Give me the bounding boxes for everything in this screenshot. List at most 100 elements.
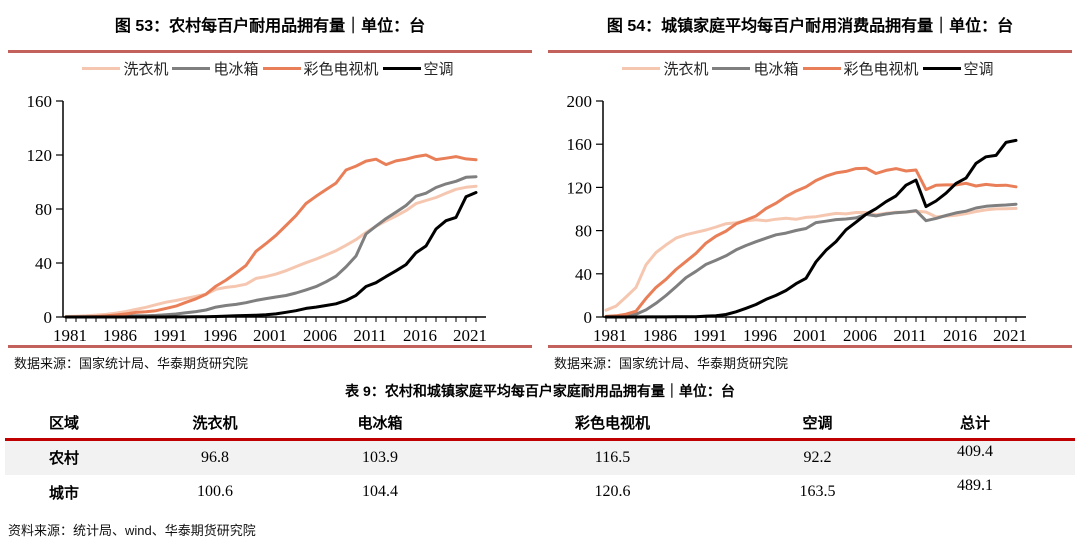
legend-item-washer: 洗衣机: [82, 58, 168, 79]
fridge-line-swatch-icon: [712, 66, 751, 70]
figure-53-panel: 图 53：农村每百户耐用品拥有量｜单位：台 洗衣机 电冰箱 彩色电视机: [8, 4, 532, 372]
charts-row: 图 53：农村每百户耐用品拥有量｜单位：台 洗衣机 电冰箱 彩色电视机: [8, 4, 1072, 372]
legend-item-ac: 空调: [922, 58, 994, 79]
series-line-彩色电视机: [604, 166, 1018, 318]
col-header-ac: 空调: [760, 406, 875, 441]
x-tick-label: 1996: [203, 326, 237, 345]
y-tick-label: 80: [575, 222, 592, 241]
x-tick-label: 1981: [593, 326, 627, 345]
legend-item-tv: 彩色电视机: [802, 58, 919, 79]
cell-urban-tv: 120.6: [594, 483, 631, 500]
y-tick-label: 120: [27, 146, 53, 165]
figure-53-title: 图 53：农村每百户耐用品拥有量｜单位：台: [8, 4, 532, 50]
table-header-row: 区域 洗衣机 电冰箱 彩色电视机 空调 总计: [5, 406, 1075, 441]
col-header-washer: 洗衣机: [135, 406, 295, 441]
x-tick-label: 1991: [693, 326, 727, 345]
figure-54-source: 数据来源：国家统计局、华泰期货研究院: [554, 356, 789, 371]
legend-label: 洗衣机: [123, 60, 169, 78]
x-tick-label: 1986: [103, 326, 137, 345]
x-tick-label: 1996: [743, 326, 777, 345]
x-tick-label: 2006: [303, 326, 337, 345]
y-tick-label: 200: [567, 92, 593, 111]
figure-53-legend: 洗衣机 电冰箱 彩色电视机 空调: [8, 53, 532, 83]
x-tick-label: 2001: [793, 326, 827, 345]
y-tick-label: 160: [27, 92, 53, 111]
chart-bottom-rule: [8, 345, 532, 348]
x-tick-label: 1981: [53, 326, 87, 345]
legend-label: 电冰箱: [213, 60, 259, 78]
y-tick-label: 0: [584, 308, 593, 327]
y-tick-label: 40: [575, 265, 592, 284]
cell-urban-total: 489.1: [875, 475, 1075, 510]
urban-line-chart: 0 40 80 120 160 200 1981 1986 1991 1996 2001 2006 20…: [567, 92, 1028, 345]
table-row-urban: 城市 100.6 104.4 120.6 163.5 489.1: [5, 475, 1075, 510]
rural-line-chart: 0 40 80 120 160 1981 1986 1991 1996 2001 2006 2011 2…: [27, 92, 488, 345]
washer-line-swatch-icon: [622, 66, 661, 70]
cell-rural-ac: 92.2: [803, 448, 832, 466]
series-line-电冰箱: [604, 202, 1018, 319]
cell-rural-washer: 96.8: [201, 448, 229, 466]
cell-rural-fridge: 103.9: [362, 448, 398, 466]
table-9-source: 资料来源：统计局、wind、华泰期货研究院: [8, 522, 256, 538]
x-tick-label: 2021: [453, 326, 487, 345]
row-label-urban: 城市: [49, 484, 80, 502]
figure-53-title-text: 图 53：农村每百户耐用品拥有量｜单位：台: [114, 18, 426, 36]
ac-line-swatch-icon: [922, 66, 961, 70]
table-9-title: 表 9：农村和城镇家庭平均每百户家庭耐用品拥有量｜单位：台: [345, 383, 735, 399]
cell-rural-total: 409.4: [875, 440, 1075, 475]
col-header-tv: 彩色电视机: [465, 406, 760, 441]
legend-item-tv: 彩色电视机: [262, 58, 379, 79]
cell-rural-total-value: 409.4: [957, 442, 993, 460]
legend-item-washer: 洗衣机: [622, 58, 708, 79]
figure-54-legend: 洗衣机 电冰箱 彩色电视机 空调: [548, 53, 1072, 83]
legend-label: 空调: [423, 60, 454, 78]
title-divider-rule: [8, 50, 532, 53]
col-header-total: 总计: [875, 406, 1075, 441]
legend-label: 彩色电视机: [843, 60, 919, 78]
ac-line-swatch-icon: [382, 66, 421, 70]
y-tick-label: 120: [567, 178, 593, 197]
ownership-table: 区域 洗衣机 电冰箱 彩色电视机 空调 总计 农村 96.8 103.9 116…: [5, 406, 1075, 510]
x-tick-label: 2011: [353, 326, 386, 345]
cell-urban-ac: 163.5: [799, 483, 836, 500]
tv-line-swatch-icon: [802, 66, 841, 70]
washer-line-swatch-icon: [82, 66, 121, 70]
x-tick-label: 2001: [253, 326, 287, 345]
fridge-line-swatch-icon: [172, 66, 211, 70]
cell-rural-tv: 116.5: [594, 448, 631, 466]
x-tick-label: 2016: [943, 326, 977, 345]
col-header-region: 区域: [5, 406, 135, 441]
chart-bottom-rule: [548, 345, 1072, 348]
x-tick-label: 2006: [843, 326, 877, 345]
x-tick-label: 2016: [403, 326, 437, 345]
tv-line-swatch-icon: [262, 66, 301, 70]
cell-urban-fridge: 104.4: [362, 483, 398, 500]
series-line-电冰箱: [64, 175, 478, 319]
legend-label: 洗衣机: [663, 60, 709, 78]
series-line-空调: [64, 191, 478, 319]
x-tick-label: 2011: [893, 326, 926, 345]
figure-54-panel: 图 54：城镇家庭平均每百户耐用消费品拥有量｜单位：台 洗衣机 电冰箱 彩色电视…: [548, 4, 1072, 372]
table-row-rural: 农村 96.8 103.9 116.5 92.2 409.4: [5, 439, 1075, 475]
legend-label: 彩色电视机: [303, 60, 379, 78]
legend-label: 空调: [963, 60, 994, 78]
legend-item-fridge: 电冰箱: [172, 58, 259, 79]
table-9-section: 表 9：农村和城镇家庭平均每百户家庭耐用品拥有量｜单位：台 区域 洗衣机 电冰箱…: [0, 372, 1080, 539]
x-tick-label: 2021: [993, 326, 1027, 345]
legend-label: 电冰箱: [753, 60, 799, 78]
x-tick-label: 1991: [153, 326, 187, 345]
row-label-rural: 农村: [49, 450, 80, 468]
cell-urban-washer: 100.6: [197, 483, 233, 500]
y-tick-label: 80: [35, 200, 52, 219]
title-divider-rule: [548, 50, 1072, 53]
figure-54-title: 图 54：城镇家庭平均每百户耐用消费品拥有量｜单位：台: [548, 4, 1072, 50]
series-line-空调: [604, 138, 1018, 319]
figure-53-source: 数据来源：国家统计局、华泰期货研究院: [14, 356, 249, 371]
legend-item-ac: 空调: [382, 58, 454, 79]
y-tick-label: 40: [35, 254, 52, 273]
y-tick-label: 160: [567, 135, 593, 154]
cell-urban-total-value: 489.1: [957, 477, 993, 494]
col-header-fridge: 电冰箱: [295, 406, 465, 441]
x-tick-label: 1986: [643, 326, 677, 345]
